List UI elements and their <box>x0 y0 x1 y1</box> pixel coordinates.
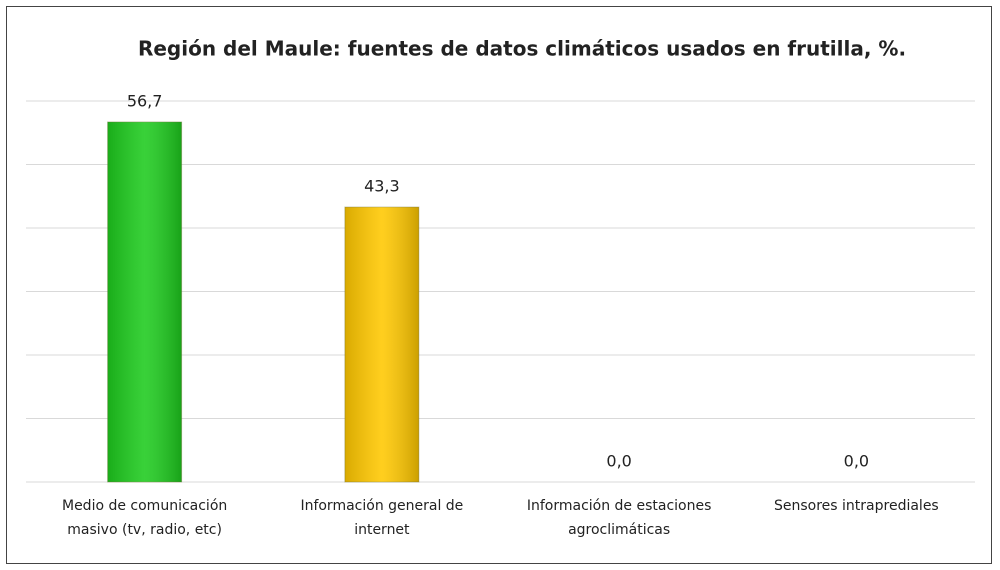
data-label: 56,7 <box>127 91 163 110</box>
x-tick-label: Sensores intraprediales <box>774 498 939 514</box>
x-tick-label: Información general de internet <box>300 498 464 538</box>
chart-title: Región del Maule: fuentes de datos climá… <box>138 37 906 61</box>
data-label: 0,0 <box>844 452 869 471</box>
bar-shade <box>344 207 419 483</box>
data-label: 43,3 <box>364 177 400 196</box>
x-tick-label: Información de estaciones agroclimáticas <box>526 498 712 538</box>
bar-shade <box>107 121 182 482</box>
chart-frame <box>6 6 992 564</box>
x-tick-label: Medio de comunicación masivo (tv, radio,… <box>61 498 228 538</box>
data-label: 0,0 <box>606 452 631 471</box>
